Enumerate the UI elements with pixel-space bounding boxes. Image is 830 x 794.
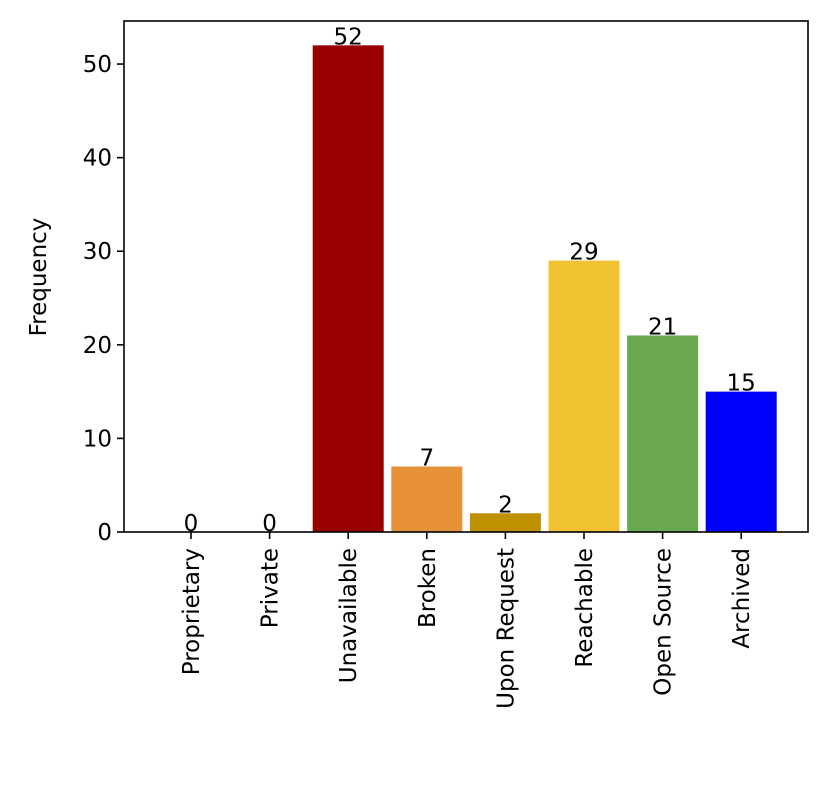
x-tick-label-unavailable: Unavailable — [336, 548, 362, 683]
y-tick-label: 40 — [83, 146, 112, 172]
bar-unavailable — [312, 45, 384, 532]
x-tick-label-upon-request: Upon Request — [493, 548, 519, 709]
data-label-upon-request: 2 — [498, 492, 513, 518]
value-labels-layer: 0 0 52 7 2 29 21 15 — [184, 24, 756, 537]
x-tick-label-archived: Archived — [729, 548, 755, 649]
bar-open-source — [627, 335, 699, 532]
x-tick-label-reachable: Reachable — [572, 548, 598, 668]
data-label-reachable: 29 — [569, 240, 598, 266]
data-label-proprietary: 0 — [184, 511, 199, 537]
data-label-open-source: 21 — [648, 314, 677, 340]
bar-upon-request — [469, 513, 541, 532]
plot-frame — [123, 20, 809, 533]
y-tick-label: 30 — [83, 239, 112, 265]
bar-archived — [705, 391, 777, 532]
x-tick-label-broken: Broken — [415, 548, 441, 628]
data-label-archived: 15 — [727, 371, 756, 397]
data-label-private: 0 — [262, 511, 277, 537]
x-tick-label-proprietary: Proprietary — [179, 548, 205, 675]
bars-layer — [312, 45, 777, 532]
axes-layer — [123, 20, 809, 533]
y-axis-label: Frequency — [26, 218, 52, 337]
y-tick-label: 10 — [83, 426, 112, 452]
bar-broken — [391, 466, 463, 532]
y-tick-label: 50 — [83, 52, 112, 78]
y-tick-label: 0 — [97, 520, 112, 546]
data-label-broken: 7 — [419, 445, 434, 471]
bar-reachable — [548, 260, 620, 532]
y-ticks-layer: 0 10 20 30 40 50 — [83, 52, 124, 546]
x-tick-label-open-source: Open Source — [651, 548, 677, 696]
data-label-unavailable: 52 — [334, 24, 363, 50]
x-tick-label-private: Private — [258, 548, 284, 628]
x-ticks-layer: Proprietary Private Unavailable Broken Upon … — [179, 532, 755, 709]
y-tick-label: 20 — [83, 333, 112, 359]
